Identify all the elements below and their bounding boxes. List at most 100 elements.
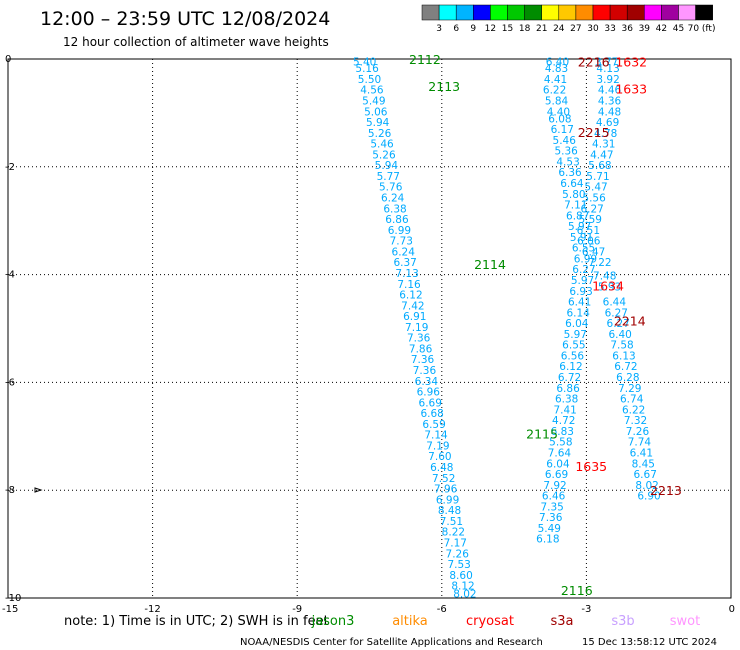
colorbar-swatch <box>678 4 696 21</box>
wave-height-point: 8.02 <box>635 480 658 492</box>
wave-height-point: 4.72 <box>552 415 575 427</box>
wave-height-point: 5.36 <box>554 146 578 158</box>
wave-height-point: 5.97 <box>571 275 594 287</box>
satellite-legend-item: swot <box>670 614 700 629</box>
colorbar-label: 45 <box>673 24 684 34</box>
wave-height-point: 6.18 <box>536 534 559 546</box>
wave-height-point: 5.49 <box>362 96 385 108</box>
pass-number-label: 2112 <box>409 52 441 67</box>
wave-height-point: 4.31 <box>592 139 615 151</box>
plot-frame <box>7 58 732 599</box>
y-tick-label: -10 <box>5 593 21 604</box>
wave-height-point: 6.91 <box>403 311 426 323</box>
color-scale-legend: 3 6 9 12 15 18 21 24 27 30 33 36 39 42 45 70 (ft) <box>421 4 716 34</box>
colorbar-label: 30 <box>587 24 599 34</box>
wave-height-point: 7.64 <box>548 447 572 459</box>
pass-number-label: 2214 <box>614 313 646 328</box>
wave-height-point: 6.14 <box>567 307 591 319</box>
wave-height-point: 5.40 <box>353 57 376 69</box>
wave-height-point: 5.49 <box>538 523 561 535</box>
wave-height-point: 6.68 <box>420 408 443 420</box>
y-tick-label: -4 <box>5 270 15 281</box>
wave-height-point: 6.86 <box>556 383 580 395</box>
wave-height-point: 5.50 <box>358 74 381 86</box>
wave-height-point: 7.29 <box>618 383 641 395</box>
satellite-legend-item: cryosat <box>466 614 514 629</box>
wave-height-point: 6.72 <box>614 361 637 373</box>
wave-height-point: 8.48 <box>438 505 461 517</box>
wave-height-point: 6.36 <box>558 167 582 179</box>
colorbar-label: 3 <box>436 24 442 34</box>
colorbar-label: 18 <box>519 24 531 34</box>
wave-height-point: 6.96 <box>417 387 441 399</box>
y-tick-label: -2 <box>5 162 15 173</box>
chart-title: 12:00 – 23:59 UTC 12/08/2024 <box>40 8 330 30</box>
y-tick-label: -8 <box>5 485 15 496</box>
wave-height-point: 5.46 <box>370 139 394 151</box>
wave-height-point: 6.69 <box>545 469 568 481</box>
wave-height-point: 7.48 <box>593 271 616 283</box>
wave-height-point: 7.52 <box>432 473 455 485</box>
chart-subtitle: 12 hour collection of altimeter wave hei… <box>63 35 329 49</box>
wave-height-point: 7.32 <box>624 415 647 427</box>
wave-height-point: 5.26 <box>372 149 396 161</box>
wave-height-point: 7.86 <box>409 343 433 355</box>
x-tick-label: -9 <box>292 604 302 615</box>
wave-height-point: 6.99 <box>388 225 411 237</box>
wave-height-point: 6.40 <box>608 329 631 341</box>
wave-height-point: 7.19 <box>405 322 428 334</box>
pass-number-label: 2216 <box>578 55 610 70</box>
wave-height-point: 6.47 <box>582 246 605 258</box>
wave-height-point: 6.72 <box>558 372 581 384</box>
colorbar-label: 24 <box>553 24 565 34</box>
wave-height-point: 6.17 <box>551 124 574 136</box>
wave-height-point: 5.94 <box>375 160 399 172</box>
wave-height-point: 6.37 <box>393 257 416 269</box>
colorbar-swatch <box>455 4 474 21</box>
wave-height-point: 7.14 <box>424 430 448 442</box>
footer-credit: NOAA/NESDIS Center for Satellite Applica… <box>240 637 543 648</box>
pass-number-label: 2215 <box>578 125 610 140</box>
colorbar-swatch <box>626 4 645 21</box>
wave-height-point: 6.27 <box>572 264 595 276</box>
wave-height-point: 4.56 <box>360 85 384 97</box>
wave-height-point: 7.36 <box>413 365 437 377</box>
wave-height-point: 6.69 <box>419 397 442 409</box>
wave-height-point: 6.46 <box>542 491 566 503</box>
wave-height-point: 6.83 <box>551 426 574 438</box>
wave-height-point: 6.51 <box>577 225 600 237</box>
wave-height-point: 5.97 <box>564 329 587 341</box>
satellite-legend: jason3 altika cryosat s3a s3b swot <box>311 614 701 629</box>
colorbar-label: 70 (ft) <box>688 24 716 34</box>
wave-height-point: 6.22 <box>622 404 645 416</box>
wave-height-point: 6.87 <box>566 210 589 222</box>
wave-height-point: 8.60 <box>449 570 472 582</box>
wave-height-point: 4.78 <box>594 128 617 140</box>
wave-height-point: 7.58 <box>610 340 633 352</box>
wave-height-point: 5.06 <box>364 106 388 118</box>
wave-height-point: 7.96 <box>434 484 458 496</box>
satellite-legend-item: altika <box>392 614 428 629</box>
wave-height-point: 6.41 <box>630 447 653 459</box>
pass-number-label: 2116 <box>561 583 593 598</box>
colorbar-label: 39 <box>639 24 651 34</box>
wave-height-point: 6.55 <box>572 243 595 255</box>
wave-height-values: 5.405.165.504.565.495.065.945.265.465.26… <box>353 57 661 601</box>
wave-height-point: 6.24 <box>392 246 416 258</box>
satellite-legend-item: s3b <box>611 614 634 629</box>
colorbar-swatch <box>524 4 542 21</box>
wave-height-point: 6.12 <box>399 290 422 302</box>
pass-number-label: 2115 <box>526 427 558 442</box>
wave-height-point: 5.56 <box>582 193 606 205</box>
wave-height-point: 6.34 <box>415 376 439 388</box>
wave-height-point: 3.92 <box>596 74 619 86</box>
wave-height-point: 7.22 <box>588 257 611 269</box>
wave-height-point: 6.44 <box>603 297 627 309</box>
wave-height-point: 7.26 <box>446 548 470 560</box>
wave-height-point: 6.04 <box>565 318 589 330</box>
axis-ticks: -15 -12 -9 -6 -3 0 0 -2 -4 -6 -8 -10 <box>2 54 735 615</box>
pass-number-label: 2213 <box>650 483 682 498</box>
colorbar-label: 36 <box>621 24 633 34</box>
wave-height-point: 7.41 <box>553 404 576 416</box>
